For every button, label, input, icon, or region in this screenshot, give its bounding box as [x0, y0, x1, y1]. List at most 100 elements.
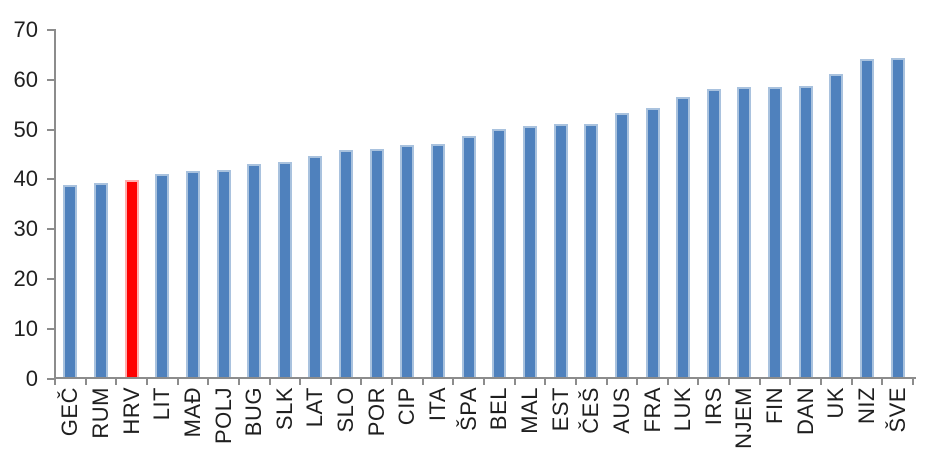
y-axis-tick-label: 30 — [13, 216, 38, 242]
x-axis-tick — [145, 377, 148, 385]
x-axis-label: ČEŠ — [578, 387, 604, 434]
x-axis-label: LAT — [302, 387, 328, 428]
y-axis-tick — [47, 78, 55, 81]
x-axis-line — [54, 377, 916, 379]
bar — [431, 144, 445, 379]
bar — [63, 185, 78, 379]
y-axis-tick-label: 40 — [13, 166, 38, 192]
x-axis-tick — [544, 377, 547, 385]
x-axis-tick — [728, 377, 731, 385]
x-axis-tick — [697, 377, 700, 385]
y-axis-tick — [47, 228, 55, 231]
x-axis-tick — [911, 377, 914, 385]
y-axis-tick-label: 10 — [13, 315, 38, 341]
x-axis-tick — [268, 377, 271, 385]
bar — [676, 96, 691, 379]
bar — [584, 124, 599, 379]
y-axis-line — [54, 28, 56, 380]
x-axis-tick — [850, 377, 853, 385]
bar — [400, 145, 415, 379]
bar — [155, 173, 170, 379]
bar — [247, 164, 262, 379]
bar — [216, 169, 231, 379]
x-axis-tick — [574, 377, 577, 385]
x-axis-label: UK — [823, 387, 849, 419]
x-axis-tick — [391, 377, 393, 385]
x-axis-tick — [513, 377, 516, 385]
y-axis-tick-label: 70 — [13, 17, 38, 42]
x-axis-label: MAĐ — [179, 387, 205, 438]
bar — [614, 113, 629, 379]
x-axis-tick — [452, 377, 455, 385]
bar — [829, 73, 844, 379]
x-axis-tick — [483, 377, 485, 385]
x-axis-label: GEČ — [57, 387, 83, 437]
x-axis-label: NIZ — [854, 387, 879, 424]
x-axis-tick — [115, 377, 118, 385]
x-axis-tick — [666, 377, 669, 385]
x-axis-label: RUM — [88, 387, 113, 439]
x-axis-tick — [820, 377, 822, 385]
bar — [522, 126, 537, 379]
x-axis-tick — [207, 377, 210, 385]
x-axis-label: HRV — [118, 387, 144, 435]
x-axis-tick — [237, 377, 240, 385]
x-axis-label: POLJ — [210, 387, 236, 445]
x-axis-tick — [329, 377, 332, 385]
y-axis-tick — [47, 277, 55, 280]
bar — [890, 57, 905, 379]
bar — [94, 182, 108, 379]
y-axis-tick-label: 60 — [13, 66, 38, 92]
x-axis-tick — [84, 377, 87, 385]
bar — [369, 148, 384, 379]
x-axis-label: FRA — [639, 387, 665, 433]
bar — [308, 156, 323, 379]
x-axis-label: FIN — [762, 387, 787, 424]
x-axis-label: AUS — [608, 387, 634, 434]
y-axis-tick-label: 0 — [25, 365, 38, 391]
bar — [461, 135, 476, 379]
bar — [339, 150, 354, 379]
x-axis-label: CIP — [394, 387, 420, 426]
x-axis-label: ŠVE — [884, 387, 910, 433]
y-axis-tick-label: 50 — [13, 116, 38, 142]
x-axis-label: IRS — [700, 387, 726, 426]
x-axis-label: SLK — [271, 387, 297, 431]
x-axis-tick — [54, 377, 56, 385]
x-axis-tick — [789, 377, 792, 385]
x-axis-tick — [176, 377, 179, 385]
x-axis-label: LUK — [670, 387, 696, 432]
y-axis-tick — [47, 327, 55, 330]
x-axis-label: ŠPA — [455, 387, 481, 431]
x-axis-label: NJEM — [731, 387, 757, 449]
x-axis-tick — [881, 377, 884, 385]
x-axis-tick — [360, 377, 363, 385]
x-axis-tick — [636, 377, 639, 385]
bar — [277, 161, 292, 379]
bar — [706, 88, 721, 379]
x-axis-tick — [421, 377, 424, 385]
x-axis-label: BEL — [486, 387, 512, 431]
bar — [553, 124, 568, 379]
bar — [645, 107, 660, 379]
x-axis-tick — [299, 377, 302, 385]
x-axis-tick — [605, 377, 608, 385]
x-axis-label: SLO — [333, 387, 359, 433]
x-axis-tick — [758, 377, 761, 385]
bar — [798, 85, 813, 379]
bar — [737, 86, 752, 379]
bar — [768, 86, 782, 379]
y-axis-tick — [47, 178, 55, 181]
x-axis-label: EST — [547, 387, 573, 432]
x-axis-label: POR — [363, 387, 389, 437]
x-axis-label: DAN — [792, 387, 818, 435]
bar-highlighted — [124, 180, 139, 379]
bar — [185, 171, 200, 379]
y-axis-tick — [47, 377, 55, 380]
y-axis-tick — [47, 29, 55, 31]
y-axis-tick-label: 20 — [13, 265, 38, 291]
x-axis-label: MAL — [516, 387, 542, 434]
x-axis-label: BUG — [241, 387, 267, 437]
y-axis-tick — [47, 128, 55, 131]
